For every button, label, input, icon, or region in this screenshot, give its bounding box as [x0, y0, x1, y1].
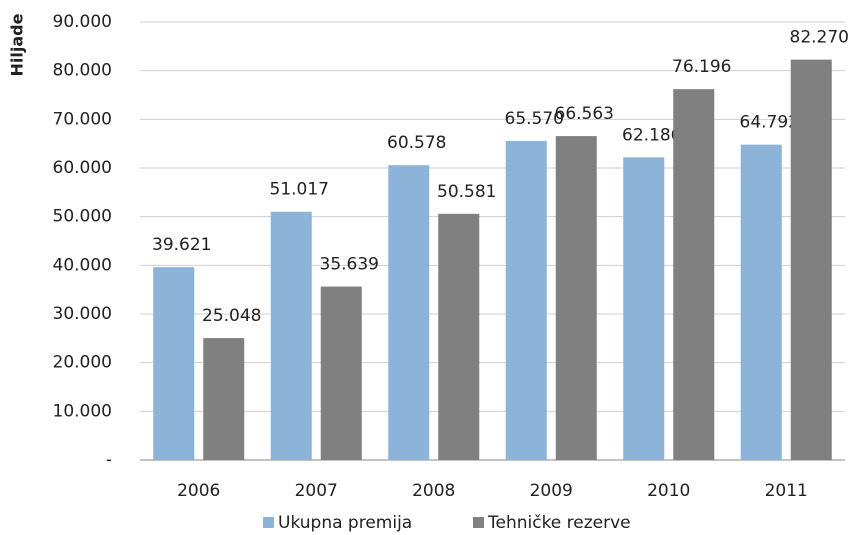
y-tick-label: 60.000 [53, 158, 112, 178]
data-label: 62.186 [622, 125, 681, 145]
legend-label: Tehničke rezerve [487, 513, 631, 533]
bar [623, 157, 665, 461]
data-label: 39.621 [152, 235, 211, 255]
bar [673, 89, 715, 460]
data-label: 60.578 [387, 133, 446, 153]
y-tick-label: 50.000 [53, 207, 112, 227]
y-tick-label: 40.000 [53, 255, 112, 275]
y-tick-label: 10.000 [53, 401, 112, 421]
y-tick-label: 20.000 [53, 353, 112, 373]
y-tick-label: 80.000 [53, 61, 112, 81]
bar [790, 59, 832, 461]
data-label: 50.581 [437, 182, 496, 202]
bar [740, 144, 782, 460]
legend-label: Ukupna premija [278, 513, 412, 533]
x-tick-label: 2006 [177, 481, 220, 501]
bar [438, 213, 480, 460]
bar [505, 140, 547, 460]
y-tick-label: 70.000 [53, 109, 112, 129]
data-label: 51.017 [270, 180, 329, 200]
bar [153, 267, 195, 460]
bar [270, 211, 312, 460]
bar [203, 338, 245, 460]
bar [320, 286, 362, 460]
data-label: 76.196 [672, 57, 731, 77]
data-label: 82.270 [790, 28, 849, 48]
x-tick-label: 2011 [765, 481, 808, 501]
bar [388, 165, 430, 460]
x-tick-label: 2009 [530, 481, 573, 501]
y-tick-label: 30.000 [53, 304, 112, 324]
data-label: 64.792 [740, 113, 799, 133]
y-tick-label: 90.000 [53, 12, 112, 32]
legend-swatch [263, 517, 274, 528]
data-label: 66.563 [555, 104, 614, 124]
bar [555, 136, 597, 461]
y-tick-label: - [106, 450, 112, 470]
x-tick-label: 2008 [412, 481, 455, 501]
data-label: 25.048 [202, 306, 261, 326]
legend-swatch [473, 517, 484, 528]
y-axis-label: Hiljade [8, 13, 27, 76]
x-tick-label: 2007 [295, 481, 338, 501]
x-tick-label: 2010 [647, 481, 690, 501]
data-label: 65.570 [505, 109, 564, 129]
data-label: 35.639 [320, 255, 379, 275]
